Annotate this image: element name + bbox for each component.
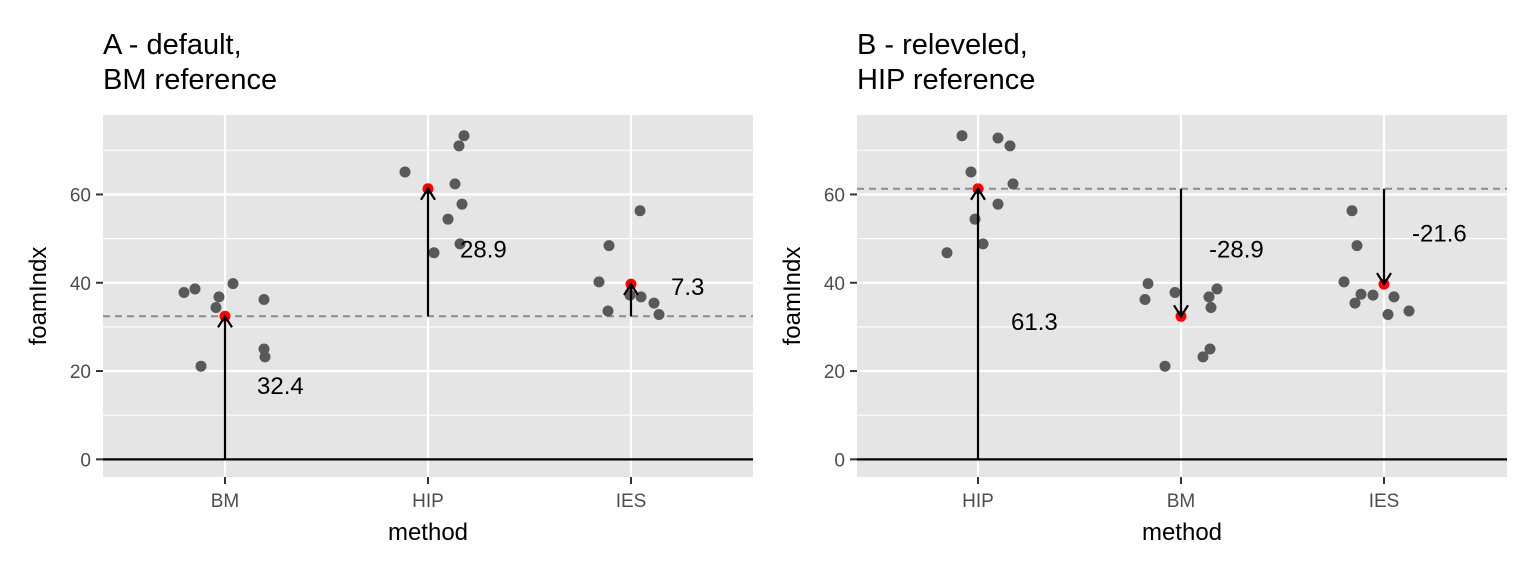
panel-b-y-tick-label: 20: [824, 362, 845, 383]
panel-a-data-point: [458, 130, 470, 142]
panel-b-data-point: [977, 238, 989, 250]
panel-b-data-point: [1197, 351, 1209, 363]
panel-b-data-point: [1355, 288, 1367, 300]
panel-b-data-point: [1004, 140, 1016, 152]
panel-b-data-point: [1346, 205, 1358, 217]
panel-a-data-point: [213, 291, 225, 303]
panel-b-title-line-1: B - releveled,: [857, 29, 1028, 61]
panel-a-y-tick-label: 20: [70, 362, 91, 383]
panel-a-x-tick-label: BM: [211, 491, 240, 512]
panel-b-data-point: [1139, 294, 1151, 306]
panel-b-data-point: [1388, 291, 1400, 303]
panel-a-x-tick-label: HIP: [412, 491, 444, 512]
panel-a-data-point: [259, 351, 271, 363]
panel-a-data-point: [258, 294, 270, 306]
panel-a-title-line-2: BM reference: [103, 64, 278, 96]
panel-a-data-point: [399, 166, 411, 178]
panel-b-data-point: [1367, 289, 1379, 301]
panel-b-data-point: [1204, 343, 1216, 355]
panel-a-data-point: [603, 240, 615, 252]
panel-b-x-tick-label: BM: [1167, 491, 1196, 512]
panel-b-data-point: [1007, 178, 1019, 190]
panel-b-data-point: [1159, 360, 1171, 372]
panel-a-data-point: [178, 286, 190, 298]
panel-b-arrow-head: [1173, 304, 1189, 319]
panel-b-arrow-head: [970, 186, 986, 201]
panel-b-title-line-2: HIP reference: [857, 64, 1036, 96]
panel-a-data-point: [634, 205, 646, 217]
panel-a-data-point: [454, 238, 466, 250]
panel-a-x-tick-label: IES: [616, 491, 647, 512]
panel-b-group: 0 20 40 60 HIP BM IES method foamIndx 61.3 -28.9 -2…: [779, 115, 1507, 546]
panel-a-data-point: [653, 309, 665, 321]
panel-b-arrow-head: [1376, 272, 1392, 287]
panel-b-data-point: [992, 132, 1004, 144]
panel-b-data-point: [956, 130, 968, 142]
panel-a-data-point: [453, 140, 465, 152]
panel-b-y-tick-label: 0: [834, 450, 845, 471]
panel-b-y-axis-label: foamIndx: [779, 247, 806, 346]
panel-b-data-point: [1382, 309, 1394, 321]
panel-b-data-point: [1349, 297, 1361, 309]
panel-a-data-point: [195, 360, 207, 372]
panel-a-data-point: [449, 178, 461, 190]
panel-a-y-tick-label: 0: [80, 450, 91, 471]
panel-a-y-tick-label: 60: [70, 185, 91, 206]
panel-b-x-tick-label: HIP: [962, 491, 994, 512]
panel-b-arrow-label: 61.3: [1011, 309, 1058, 336]
panel-b-data-point: [1351, 240, 1363, 252]
panel-b-data-point: [941, 247, 953, 259]
panel-b-y-tick-label: 40: [824, 274, 845, 295]
panel-a-data-point: [189, 283, 201, 295]
panel-a-data-point: [456, 198, 468, 210]
panel-b-data-point: [1142, 278, 1154, 290]
panel-b-data-point: [1169, 286, 1181, 298]
panel-a-data-point: [602, 305, 614, 317]
panel-a-x-axis-label: method: [388, 519, 468, 546]
panel-a-data-point: [428, 247, 440, 259]
panel-b-x-axis-label: method: [1142, 519, 1222, 546]
panel-b-data-point: [1403, 305, 1415, 317]
panel-a-arrow-label: 32.4: [257, 373, 304, 400]
panel-a-arrow-label: 7.3: [671, 274, 704, 301]
panel-a-title: A - default, BM reference: [103, 28, 277, 98]
panel-a-arrow-head: [420, 186, 436, 201]
panel-b-arrow-label: -21.6: [1412, 220, 1467, 247]
panel-b-data-point: [1338, 276, 1350, 288]
panel-a-arrow-head: [217, 314, 233, 328]
panel-a-data-point: [442, 213, 454, 225]
panel-a-title-line-1: A - default,: [103, 29, 242, 61]
panel-a-data-point: [210, 301, 222, 313]
panel-a-group: 0 20 40 60 BM HIP IES method foamIndx 32.4 28.9 7.3: [25, 115, 753, 546]
panel-b-y-tick-label: 60: [824, 185, 845, 206]
panel-b-arrow-label: -28.9: [1209, 237, 1264, 264]
panel-b-data-point: [1203, 291, 1215, 303]
panel-a-y-tick-label: 40: [70, 274, 91, 295]
panel-b-x-tick-label: IES: [1369, 491, 1400, 512]
panel-b-data-point: [1205, 301, 1217, 313]
panel-b-data-point: [992, 198, 1004, 210]
panel-b-data-point: [1211, 283, 1223, 295]
panel-a-arrow-label: 28.9: [460, 237, 507, 264]
panel-a-arrow-head: [623, 282, 639, 296]
panel-b-data-point: [965, 166, 977, 178]
panel-b-title: B - releveled, HIP reference: [857, 28, 1035, 98]
panel-a-data-point: [227, 278, 239, 290]
panel-a-y-axis-label: foamIndx: [25, 247, 52, 346]
panel-a-data-point: [648, 297, 660, 309]
panel-a-data-point: [593, 276, 605, 288]
